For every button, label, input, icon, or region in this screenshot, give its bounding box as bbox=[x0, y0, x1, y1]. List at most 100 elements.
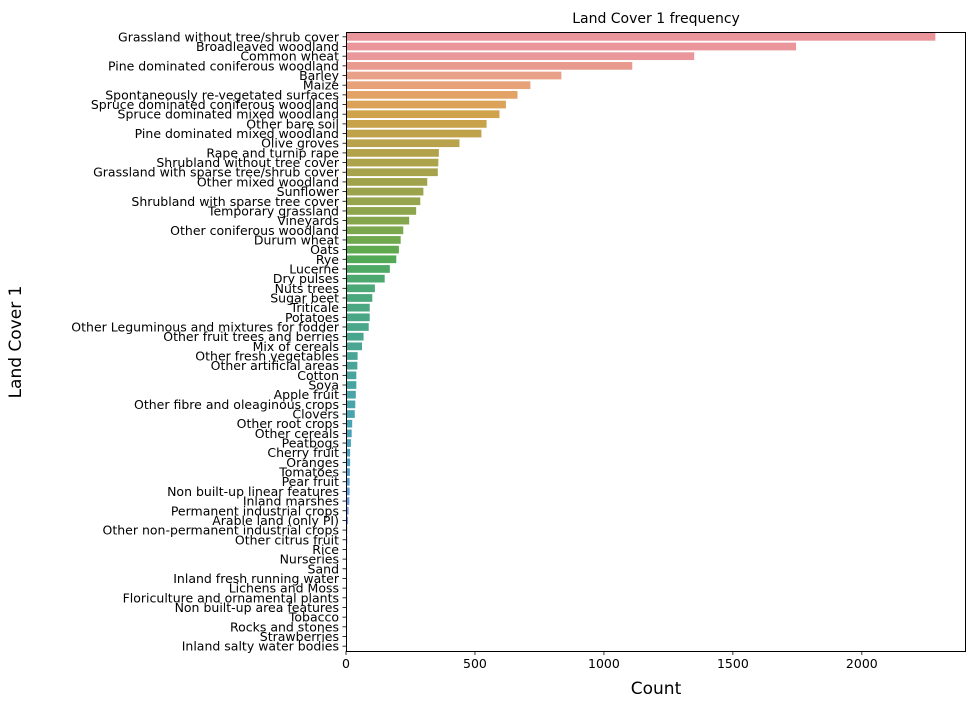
bars-group bbox=[346, 32, 936, 651]
y-tick-label: Other Leguminous and mixtures for fodder bbox=[71, 319, 340, 334]
y-tick-label: Other mixed woodland bbox=[197, 174, 339, 189]
y-tick-label: Cherry fruit bbox=[267, 445, 339, 460]
bar bbox=[346, 255, 397, 264]
bar bbox=[346, 516, 349, 525]
bar bbox=[346, 120, 487, 128]
bar bbox=[346, 207, 417, 215]
y-tick-label: Apple fruit bbox=[274, 387, 339, 402]
bar bbox=[346, 187, 424, 196]
x-axis-title: Count bbox=[631, 679, 682, 699]
y-tick-label: Durum wheat bbox=[254, 232, 339, 247]
bar bbox=[346, 361, 358, 370]
y-tick-label: Shrubland without tree cover bbox=[156, 155, 340, 170]
bar bbox=[346, 332, 364, 341]
y-tick-label: Barley bbox=[299, 68, 340, 83]
bar bbox=[346, 265, 390, 273]
bar bbox=[346, 284, 375, 293]
y-tick-label: Sugar beet bbox=[270, 290, 339, 305]
y-tick-label: Peatbogs bbox=[282, 436, 339, 451]
y-tick-label: Arable land (only PI) bbox=[212, 513, 339, 528]
y-tick-label: Other citrus fruit bbox=[235, 532, 339, 547]
bar bbox=[346, 42, 797, 51]
y-tick-label: Temporary grassland bbox=[207, 203, 339, 218]
plot-frame bbox=[346, 32, 966, 652]
bar bbox=[346, 245, 399, 254]
bar bbox=[346, 71, 562, 80]
y-tick-label: Maize bbox=[303, 78, 339, 93]
bar bbox=[346, 390, 356, 399]
y-tick-label: Other artificial areas bbox=[211, 358, 339, 373]
y-tick-label: Other bare soil bbox=[246, 116, 339, 131]
y-tick-label: Spruce dominated mixed woodland bbox=[118, 107, 339, 122]
x-tick-label: 1500 bbox=[717, 656, 749, 671]
bar bbox=[346, 448, 351, 457]
y-tick-label: Pear fruit bbox=[282, 474, 339, 489]
bar bbox=[346, 487, 350, 496]
bar bbox=[346, 52, 695, 61]
y-tick-label: Soya bbox=[308, 378, 339, 393]
y-tick-label: Grassland with sparse tree/shrub cover bbox=[93, 165, 340, 180]
bar bbox=[346, 371, 357, 380]
y-tick-label: Pine dominated coniferous woodland bbox=[108, 58, 339, 73]
y-tick-label: Lichens and Moss bbox=[229, 581, 339, 596]
y-tick-label: Strawberries bbox=[260, 629, 339, 644]
y-tick-label: Grassland without tree/shrub cover bbox=[118, 29, 340, 44]
y-tick-label: Mix of cereals bbox=[253, 339, 339, 354]
bar bbox=[346, 313, 370, 322]
y-tick-label: Inland marshes bbox=[243, 494, 339, 509]
bar bbox=[346, 400, 356, 409]
y-axis-title: Land Cover 1 bbox=[6, 286, 26, 399]
y-tick-label: Cotton bbox=[297, 368, 339, 383]
bar bbox=[346, 197, 421, 206]
bar bbox=[346, 352, 358, 360]
bar bbox=[346, 274, 385, 283]
bar bbox=[346, 216, 410, 225]
bar bbox=[346, 236, 401, 244]
y-tick-label: Common wheat bbox=[240, 49, 339, 64]
bar bbox=[346, 81, 531, 90]
y-tick-label: Shrubland with sparse tree cover bbox=[131, 194, 339, 209]
x-ticks: 0 500 1000 1500 2000 bbox=[342, 651, 878, 671]
y-tick-label: Inland fresh running water bbox=[173, 571, 340, 586]
y-tick-label: Sunflower bbox=[277, 184, 340, 199]
y-tick-label: Spruce dominated coniferous woodland bbox=[91, 97, 339, 112]
bar bbox=[346, 139, 460, 148]
bar bbox=[346, 32, 936, 41]
y-tick-label: Non built-up area features bbox=[175, 600, 339, 615]
chart-title: Land Cover 1 frequency bbox=[572, 11, 740, 27]
bar bbox=[346, 506, 349, 515]
x-tick-label: 2000 bbox=[846, 656, 878, 671]
bar bbox=[346, 90, 518, 99]
y-tick-label: Spontaneously re-vegetated surfaces bbox=[105, 87, 339, 102]
y-tick-label: Rape and turnip rape bbox=[206, 145, 339, 160]
y-tick-label: Other root crops bbox=[237, 416, 339, 431]
y-tick-label: Non built-up linear features bbox=[167, 484, 339, 499]
y-tick-label: Other fibre and oleaginous crops bbox=[134, 397, 339, 412]
y-tick-label: Other cereals bbox=[255, 426, 339, 441]
y-tick-label: Rice bbox=[312, 542, 339, 557]
bar bbox=[346, 323, 369, 331]
y-tick-label: Tomatoes bbox=[278, 465, 339, 480]
y-tick-label: Other fresh vegetables bbox=[195, 349, 339, 364]
bar bbox=[346, 303, 370, 312]
y-tick-label: Other non-permanent industrial crops bbox=[103, 523, 339, 538]
y-tick-label: Lucerne bbox=[289, 261, 339, 276]
bar bbox=[346, 497, 350, 505]
y-tick-label: Nuts trees bbox=[275, 281, 339, 296]
y-tick-label: Olive groves bbox=[261, 136, 339, 151]
bar bbox=[346, 158, 439, 167]
y-tick-label: Floriculture and ornamental plants bbox=[123, 590, 339, 605]
bar bbox=[346, 429, 352, 438]
bar bbox=[346, 178, 428, 186]
bar bbox=[346, 477, 350, 486]
bar bbox=[346, 410, 355, 418]
y-tick-label: Oranges bbox=[286, 455, 339, 470]
bar bbox=[346, 226, 404, 235]
y-tick-label: Nurseries bbox=[280, 552, 339, 567]
y-tick-label: Rocks and stones bbox=[230, 619, 339, 634]
bar bbox=[346, 468, 350, 476]
bar bbox=[346, 100, 506, 109]
bar bbox=[346, 129, 482, 138]
bar bbox=[346, 168, 438, 177]
